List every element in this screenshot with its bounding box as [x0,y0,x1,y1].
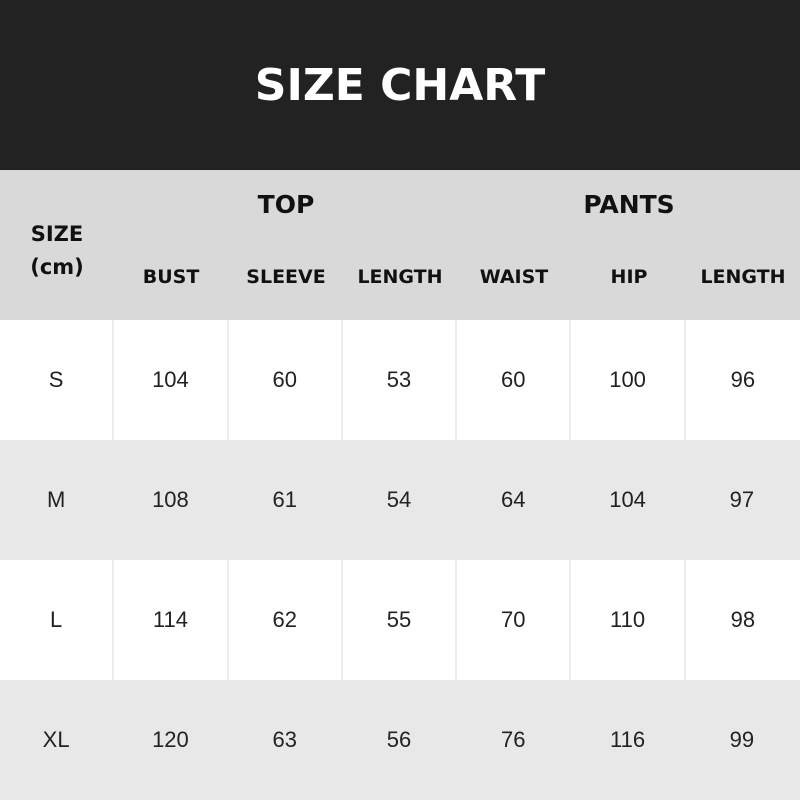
value-cell: 99 [686,680,800,800]
size-cell: S [0,320,115,440]
value-cell: 55 [343,560,458,680]
table-row: L 114 62 55 70 110 98 [0,560,800,680]
value-cell: 54 [343,440,458,560]
group-header-top: TOP [257,190,315,219]
size-header-unit: (cm) [30,255,84,279]
table-header: SIZE (cm) TOP PANTS BUST SLEEVE LENGTH W… [0,170,800,320]
size-header-label: SIZE [30,222,84,246]
value-cell: 96 [730,367,756,392]
value-cell: 120 [114,680,229,800]
size-cell: L [0,560,115,680]
value-cell: 100 [571,320,686,440]
chart-title: SIZE CHART [254,59,546,111]
value-cell: 116 [571,680,686,800]
value-cell: 110 [571,560,686,680]
value-cell: 60 [457,320,572,440]
column-header-sleeve: SLEEVE [246,266,326,288]
column-header-bust: BUST [142,266,200,288]
size-header: SIZE (cm) [30,218,84,284]
size-cell: XL [0,680,115,800]
value-cell: 53 [343,320,458,440]
value-cell: 104 [571,440,686,560]
group-header-pants: PANTS [583,190,675,219]
value-cell: 76 [457,680,572,800]
value-cell: 56 [343,680,458,800]
size-cell: M [0,440,115,560]
table-row: S 104 60 53 60 100 96 [0,320,800,440]
value-cell: 114 [114,560,229,680]
column-header-pants-length: LENGTH [700,266,786,288]
value-cell: 70 [457,560,572,680]
column-header-top-length: LENGTH [357,266,443,288]
value-cell: 108 [114,440,229,560]
value-cell: 61 [229,440,343,560]
value-cell: 64 [457,440,572,560]
title-banner: SIZE CHART [0,0,800,170]
value-cell: 104 [114,320,229,440]
table-body: S 104 60 53 60 100 96 M 108 61 54 64 104 97 L 114 62 55 70… [0,320,800,800]
value-cell: 60 [229,320,343,440]
value-cell: 63 [229,680,343,800]
value-cell: 62 [229,560,343,680]
value-cell: 98 [730,607,756,632]
column-header-waist: WAIST [479,266,549,288]
table-row: M 108 61 54 64 104 97 [0,440,800,560]
value-cell: 97 [686,440,800,560]
column-header-hip: HIP [610,266,648,288]
table-row: XL 120 63 56 76 116 99 [0,680,800,800]
